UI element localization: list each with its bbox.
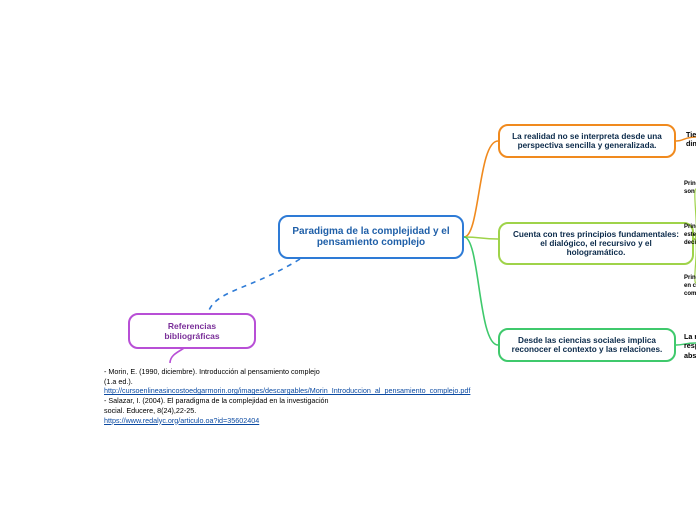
mini-principle-1: Princip son ant: [684, 181, 696, 197]
reference-line-1: - Morin, E. (1990, diciembre). Introducc…: [104, 367, 334, 386]
dashed-connector: [208, 259, 300, 313]
connector-branch2: [464, 237, 498, 239]
references-detail-box[interactable]: - Morin, E. (1990, diciembre). Introducc…: [98, 363, 340, 429]
central-node[interactable]: Paradigma de la complejidad y el pensami…: [278, 215, 464, 259]
mindmap-canvas: { "central": { "text": "Paradigma de la …: [0, 0, 696, 520]
references-node[interactable]: Referencias bibliográficas: [128, 313, 256, 349]
snippet-branch1: Tiene una v dinámico.: [686, 130, 696, 149]
branch-node-ciencias-sociales[interactable]: Desde las ciencias sociales implica reco…: [498, 328, 676, 362]
connector-branch1: [464, 141, 498, 237]
mini-principle-2: Princip este ca decir, e: [684, 224, 696, 247]
reference-link-2[interactable]: https://www.redalyc.org/articulo.oa?id=3…: [104, 416, 259, 425]
reference-link-1[interactable]: http://cursoenlineasincostoedgarmorin.or…: [104, 386, 470, 395]
mini-principle-3: Princip en cuer compo: [684, 275, 696, 298]
snippet-branch3: La realida respuesta absoluta.: [684, 332, 696, 360]
reference-line-2: - Salazar, I. (2004). El paradigma de la…: [104, 396, 334, 415]
connector-branch3: [464, 237, 498, 345]
branch-node-principios[interactable]: Cuenta con tres principios fundamentales…: [498, 222, 694, 265]
branch-node-realidad[interactable]: La realidad no se interpreta desde una p…: [498, 124, 676, 158]
